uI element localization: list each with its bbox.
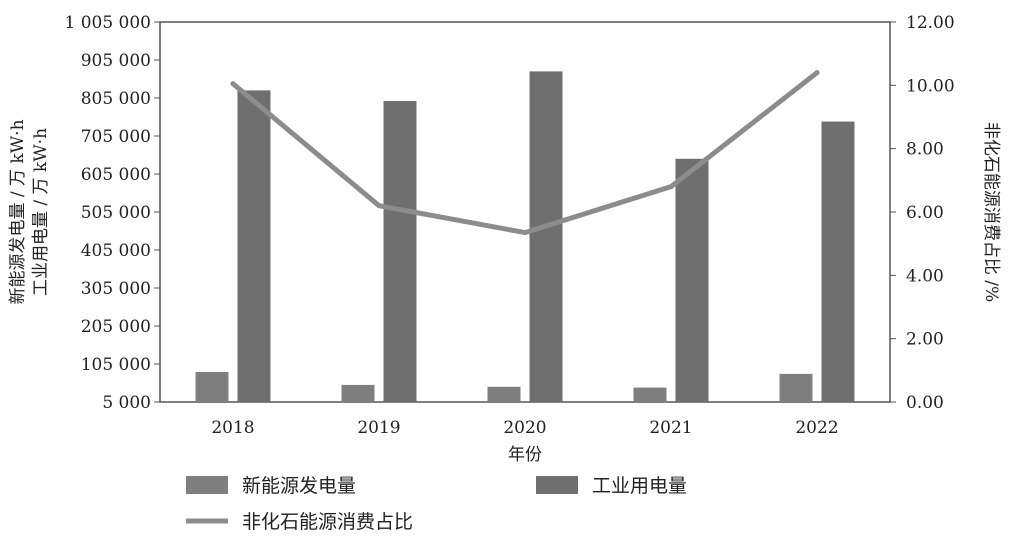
bar-new-energy-2022 (779, 373, 813, 402)
bar-new-energy-2021 (633, 387, 667, 402)
y-left-tick-label: 105 000 (81, 355, 151, 375)
y-right-tick-label: 4.00 (906, 266, 944, 286)
y-right-tick-label: 12.00 (906, 13, 955, 33)
y-left-tick-label: 905 000 (81, 51, 151, 71)
y-axis-left-label-2: 工业用电量 / 万 kW·h (31, 128, 51, 296)
bar-industrial-2022 (821, 121, 855, 402)
bar-industrial-2019 (383, 101, 417, 402)
y-left-tick-label: 5 000 (102, 393, 151, 413)
y-left-tick-label: 505 000 (81, 203, 151, 223)
nonfossil-share-point-2020 (522, 230, 528, 236)
y-left-tick-label: 405 000 (81, 241, 151, 261)
y-axis-left-label-1: 新能源发电量 / 万 kW·h (8, 119, 28, 304)
x-axis-ticks: 2018 2019 2020 2021 2022 (211, 418, 838, 438)
y-left-tick-label: 1 005 000 (64, 13, 151, 33)
bar-new-energy-2018 (195, 371, 229, 402)
x-tick-label: 2020 (503, 418, 546, 438)
y-left-tick-label: 805 000 (81, 89, 151, 109)
y-left-tick-label: 205 000 (81, 317, 151, 337)
y-right-tick-label: 2.00 (906, 330, 944, 350)
y-left-tick-label: 705 000 (81, 127, 151, 147)
bar-new-energy-2019 (341, 384, 375, 402)
nonfossil-share-point-2019 (376, 203, 382, 209)
legend-swatch-new-energy (186, 476, 228, 494)
x-tick-label: 2018 (211, 418, 254, 438)
x-tick-label: 2022 (795, 418, 838, 438)
legend-label-new-energy: 新能源发电量 (242, 475, 356, 497)
legend: 新能源发电量 工业用电量 非化石能源消费占比 (186, 475, 687, 533)
bar-industrial-2021 (675, 158, 709, 402)
y-right-tick-label: 0.00 (906, 393, 944, 413)
nonfossil-share-point-2022 (814, 70, 820, 76)
y-axis-right-label: 非化石能源消费占比 /% (981, 122, 1001, 302)
bars (195, 71, 855, 403)
x-tick-label: 2019 (357, 418, 400, 438)
y-right-tick-label: 10.00 (906, 76, 955, 96)
y-right-tick-label: 6.00 (906, 203, 944, 223)
bar-new-energy-2020 (487, 386, 521, 402)
y-axis-right-ticks: 12.00 10.00 8.00 6.00 4.00 2.00 0.00 (890, 13, 955, 413)
y-left-tick-label: 305 000 (81, 279, 151, 299)
line-series (230, 70, 820, 236)
legend-swatch-industrial (536, 476, 578, 494)
nonfossil-share-point-2021 (668, 184, 674, 190)
x-axis-label: 年份 (508, 445, 542, 465)
legend-label-industrial: 工业用电量 (592, 475, 687, 497)
y-right-tick-label: 8.00 (906, 140, 944, 160)
y-axis-left-ticks: 1 005 000 905 000 805 000 705 000 605 000 505… (64, 13, 160, 413)
legend-label-nonfossil: 非化石能源消费占比 (242, 511, 413, 533)
nonfossil-share-point-2018 (230, 81, 236, 87)
bar-industrial-2018 (237, 90, 271, 403)
nonfossil-share-line (230, 70, 820, 236)
bar-industrial-2020 (529, 71, 563, 403)
y-left-tick-label: 605 000 (81, 165, 151, 185)
x-tick-label: 2021 (649, 418, 692, 438)
